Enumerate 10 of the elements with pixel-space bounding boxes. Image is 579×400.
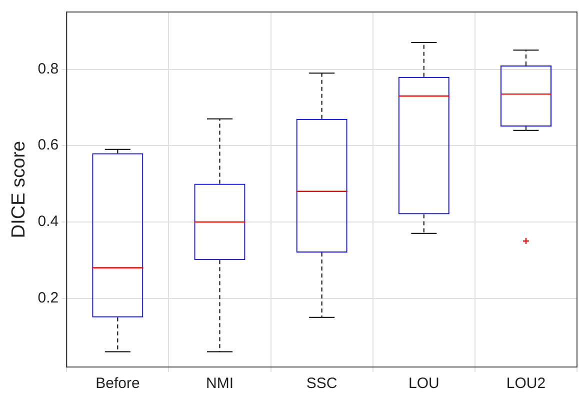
y-tick-label: 0.2 — [38, 289, 59, 306]
x-tick-label: LOU2 — [506, 375, 546, 392]
x-tick-label: LOU — [408, 375, 440, 392]
y-tick-label: 0.4 — [38, 213, 59, 230]
y-tick-label: 0.6 — [38, 136, 59, 154]
x-tick-label: NMI — [206, 375, 234, 392]
x-tick-label: Before — [96, 375, 140, 392]
y-axis-title: DICE score — [8, 140, 30, 238]
y-tick-label: 0.8 — [38, 60, 59, 78]
x-tick-label: SSC — [306, 375, 338, 392]
